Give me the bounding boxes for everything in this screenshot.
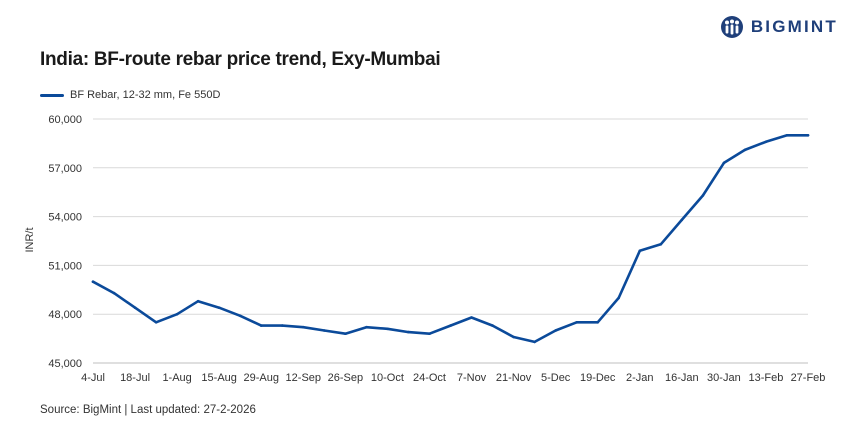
bigmint-logo-icon xyxy=(720,16,743,38)
y-tick-label: 60,000 xyxy=(48,114,82,126)
series-line-bf-rebar xyxy=(91,134,810,344)
x-tick-label: 21-Nov xyxy=(496,372,532,384)
data-point xyxy=(344,332,347,336)
series-layer xyxy=(91,134,810,344)
x-tick-label: 12-Sep xyxy=(286,372,321,384)
chart-legend: BF Rebar, 12-32 mm, Fe 550D xyxy=(40,89,220,101)
data-point xyxy=(428,332,431,336)
data-point xyxy=(701,194,705,197)
data-point xyxy=(722,161,726,165)
data-point xyxy=(365,325,368,329)
x-tick-label: 1-Aug xyxy=(162,372,191,384)
chart-title: India: BF-route rebar price trend, Exy-M… xyxy=(40,49,441,70)
data-point xyxy=(323,329,326,332)
data-point xyxy=(680,218,684,222)
x-tick-label: 19-Dec xyxy=(580,372,616,384)
y-axis-label: INR/t xyxy=(24,227,36,252)
x-tick-label: 16-Jan xyxy=(665,372,699,384)
data-point xyxy=(386,327,389,331)
data-point xyxy=(91,280,95,284)
y-axis-ticks: 45,000 48,000 51,000 54,000 57,000 60,000 xyxy=(48,114,82,370)
x-tick-label: 13-Feb xyxy=(749,372,784,384)
data-point xyxy=(449,324,452,327)
x-tick-label: 18-Jul xyxy=(120,372,150,384)
x-tick-label: 7-Nov xyxy=(457,372,487,384)
data-point xyxy=(743,148,747,152)
x-tick-label: 24-Oct xyxy=(413,372,446,384)
data-point xyxy=(175,312,179,316)
x-tick-label: 10-Oct xyxy=(371,372,404,384)
data-point xyxy=(785,134,789,137)
data-point xyxy=(659,243,663,246)
data-point xyxy=(281,324,284,327)
data-point xyxy=(470,316,473,319)
logo-text: BIGMINT xyxy=(750,17,838,36)
x-tick-label: 29-Aug xyxy=(243,372,278,384)
legend-label: BF Rebar, 12-32 mm, Fe 550D xyxy=(70,89,221,101)
x-tick-label: 15-Aug xyxy=(201,372,236,384)
data-point xyxy=(491,324,494,327)
y-tick-label: 48,000 xyxy=(48,309,82,321)
y-tick-label: 45,000 xyxy=(48,358,82,370)
source-note: Source: BigMint | Last updated: 27-2-202… xyxy=(40,404,256,416)
x-tick-label: 2-Jan xyxy=(626,372,654,384)
x-tick-label: 4-Jul xyxy=(81,372,105,384)
x-tick-label: 30-Jan xyxy=(707,372,741,384)
y-tick-label: 57,000 xyxy=(48,163,82,175)
y-tick-label: 51,000 xyxy=(48,260,82,272)
data-point xyxy=(575,321,578,324)
x-tick-label: 5-Dec xyxy=(541,372,571,384)
x-tick-label: 26-Sep xyxy=(328,372,363,384)
data-point xyxy=(259,324,263,327)
x-tick-label: 27-Feb xyxy=(791,372,826,384)
data-point xyxy=(533,340,536,344)
data-point xyxy=(554,329,557,332)
x-axis-ticks: 4-Jul 18-Jul 1-Aug 15-Aug 29-Aug 12-Sep 26-Sep… xyxy=(81,372,825,384)
data-point xyxy=(596,321,599,324)
data-point xyxy=(638,249,642,253)
data-point xyxy=(764,140,768,144)
data-point xyxy=(217,306,221,310)
y-tick-label: 54,000 xyxy=(48,212,82,224)
legend-swatch xyxy=(40,93,64,97)
data-point xyxy=(806,134,810,137)
data-point xyxy=(617,296,620,300)
data-point xyxy=(238,314,242,318)
grid-lines xyxy=(93,118,808,364)
data-point xyxy=(196,299,200,303)
data-point xyxy=(512,335,515,339)
data-point xyxy=(302,325,305,329)
data-point xyxy=(112,291,116,295)
data-point xyxy=(407,330,410,334)
data-point xyxy=(154,321,158,324)
bigmint-logo: BIGMINT xyxy=(720,14,838,40)
data-point xyxy=(133,306,137,310)
